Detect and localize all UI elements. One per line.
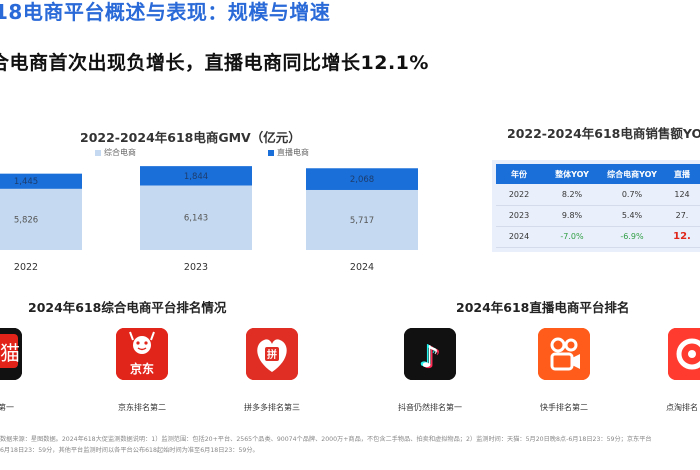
douyin-glyph: ♪: [420, 340, 439, 375]
pinduoduo-glyph: 拼: [267, 348, 277, 361]
table-cell: 27.: [662, 205, 700, 227]
jd-glyph: 京东: [130, 361, 154, 376]
bar-2024-live: [306, 168, 418, 190]
live-ranking-title: 2024年618直播电商平台排名: [456, 300, 630, 315]
table-title: 2022-2024年618电商销售额YO: [507, 126, 700, 141]
table-cell: 9.8%: [542, 205, 602, 227]
x-tick-label-2023: 2023: [184, 262, 208, 273]
douyin-label: 抖音仍然排名第一: [398, 403, 462, 412]
table-cell: 0.7%: [602, 184, 662, 206]
legend-label-comprehensive: 综合电商: [104, 148, 136, 157]
jd-icon: 京东: [116, 328, 168, 380]
table-row: 2024 -7.0% -6.9% 12.: [496, 226, 700, 248]
kuaishou-logo: 快: [538, 328, 590, 380]
diantao-icon: 淘: [668, 328, 700, 380]
table-header-live: 直播: [662, 164, 700, 184]
table-cell-negative: -7.0%: [542, 226, 602, 248]
table-header-comprehensive: 综合电商YOY: [602, 164, 662, 184]
chart-title: 2022-2024年618电商GMV（亿元）: [80, 130, 301, 145]
page-title: 18电商平台概述与表现：规模与增速: [0, 0, 331, 24]
bar-label-2023-live: 1,844: [184, 172, 208, 182]
table-header-row: 年份 整体YOY 综合电商YOY 直播: [496, 164, 700, 184]
table-cell: 2023: [496, 205, 542, 227]
page-subtitle: 合电商首次出现负增长，直播电商同比增长12.1%: [0, 52, 429, 74]
jd-label: 京东排名第二: [118, 403, 166, 412]
yoy-table-panel: 年份 整体YOY 综合电商YOY 直播 2022 8.2% 0.7% 124 2…: [492, 160, 700, 252]
legend-label-live: 直播电商: [277, 148, 309, 157]
bar-label-2024-live: 2,068: [350, 175, 374, 185]
pinduoduo-label: 拼多多排名第三: [244, 403, 300, 412]
pinduoduo-logo: 拼: [246, 328, 298, 380]
gmv-chart: 5,826 1,445 2022 6,143 1,844 2023 5,717 2,068 20…: [0, 166, 418, 273]
diantao-logo: 淘: [668, 328, 700, 380]
kuaishou-icon: 快: [538, 328, 590, 380]
table-header-year: 年份: [496, 164, 542, 184]
table-cell-negative: -6.9%: [602, 226, 662, 248]
table-cell: 2024: [496, 226, 542, 248]
x-tick-label-2022: 2022: [14, 262, 38, 273]
legend-swatch-comprehensive: [95, 149, 101, 156]
tmall-glyph: 猫: [0, 341, 20, 365]
table-row: 2023 9.8% 5.4% 27.: [496, 205, 700, 227]
bar-2024-comprehensive: [306, 189, 418, 250]
table-cell: 5.4%: [602, 205, 662, 227]
table-row: 2022 8.2% 0.7% 124: [496, 184, 700, 206]
tmall-label: 第一: [0, 403, 14, 412]
douyin-glyph-shadow-2: ♪: [422, 341, 441, 376]
bar-label-2023-comprehensive: 6,143: [184, 214, 208, 224]
diantao-label: 点淘排名: [666, 403, 698, 412]
yoy-table: 年份 整体YOY 综合电商YOY 直播 2022 8.2% 0.7% 124 2…: [496, 164, 700, 248]
jd-logo: 京东: [116, 328, 168, 380]
footnote: 数据来源：星图数据。2024年618大促监测数据说明：1）监测范围：包括20+平…: [0, 434, 700, 456]
douyin-logo: ♪ ♪ ♪: [404, 328, 456, 380]
pinduoduo-icon: 拼: [246, 328, 298, 380]
bar-label-2022-comprehensive: 5,826: [14, 215, 38, 225]
comprehensive-ranking-title: 2024年618综合电商平台排名情况: [28, 300, 227, 315]
table-cell: 2022: [496, 184, 542, 206]
bar-label-2022-live: 1,445: [14, 177, 38, 187]
bar-2022-comprehensive: [0, 188, 82, 250]
table-header-overall: 整体YOY: [542, 164, 602, 184]
tmall-icon: 猫: [0, 328, 22, 380]
x-tick-label-2024: 2024: [350, 262, 374, 273]
legend-swatch-live: [268, 149, 274, 156]
bar-2023-live: [140, 166, 252, 186]
table-cell: 124: [662, 184, 700, 206]
bar-2022-live: [0, 173, 82, 189]
kuaishou-label: 快手排名第二: [540, 403, 588, 412]
douyin-icon: ♪ ♪ ♪: [404, 328, 456, 380]
douyin-glyph-shadow: ♪: [418, 339, 437, 374]
table-cell: 8.2%: [542, 184, 602, 206]
bar-label-2024-comprehensive: 5,717: [350, 216, 374, 226]
bar-2023-comprehensive: [140, 185, 252, 250]
legend-item-comprehensive: 综合电商: [95, 147, 136, 158]
legend-item-live: 直播电商: [268, 147, 309, 158]
table-cell-highlight: 12.: [662, 226, 700, 248]
footnote-line-2: 6月18日23：59分，其他平台监测时间以各平台公布618起始时间为准至6月18…: [0, 447, 259, 454]
tmall-logo: 猫: [0, 328, 22, 380]
footnote-line-1: 数据来源：星图数据。2024年618大促监测数据说明：1）监测范围：包括20+平…: [0, 436, 652, 443]
